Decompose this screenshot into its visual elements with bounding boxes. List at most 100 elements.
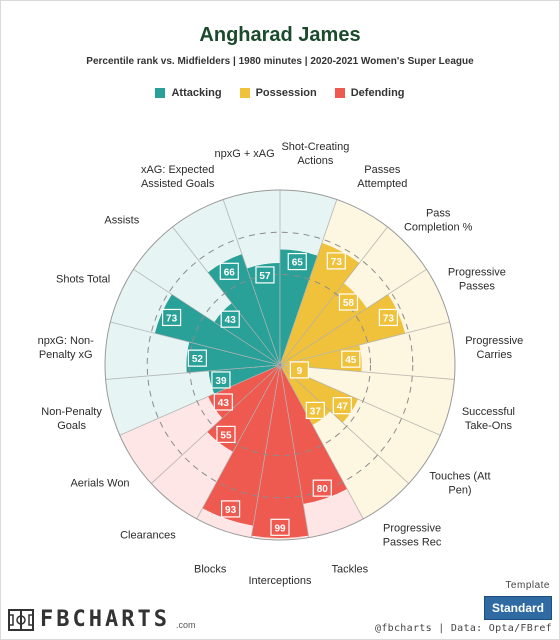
value-badge: 73 <box>161 308 182 327</box>
legend-swatch-defending <box>334 88 345 98</box>
value-badge-box <box>220 500 241 518</box>
category-label-line: Assists <box>104 214 139 226</box>
spoke <box>279 364 455 380</box>
value-badge: 9 <box>289 361 309 379</box>
value-badge: 93 <box>220 500 241 518</box>
category-label: Progressive Passes Rec <box>383 523 442 549</box>
category-label: Assists <box>104 214 139 226</box>
ring-outer <box>104 189 456 541</box>
value-badge: 66 <box>219 262 239 280</box>
value-badge: 47 <box>332 397 352 415</box>
category-label-line: Passes <box>364 164 401 176</box>
category-label: xAG: Expected Assisted Goals <box>141 164 215 190</box>
category-label: Aerials Won <box>70 478 129 490</box>
value-badge-box <box>378 308 399 327</box>
value-label: 37 <box>310 406 322 417</box>
value-label: 43 <box>218 398 230 409</box>
category-label-line: Carries <box>477 349 513 361</box>
value-badge: 55 <box>216 425 236 444</box>
value-badge-box <box>220 310 240 328</box>
legend-item-possession: Possession <box>239 87 317 99</box>
value-badge: 65 <box>287 252 307 271</box>
spoke <box>196 364 281 520</box>
category-label-line: Progressive <box>383 523 441 535</box>
spoke <box>279 199 338 366</box>
value-badge-box <box>326 252 346 270</box>
spoke <box>279 364 410 484</box>
category-labels: npxG + xAG Shot-Creating Actions Passes Atte… <box>38 141 524 587</box>
value-badge: 73 <box>378 308 399 327</box>
fbcharts-logo: FBCHARTS .com <box>8 607 195 632</box>
grid <box>104 189 456 541</box>
value-badge-box <box>287 252 307 271</box>
category-label: Progressive Passes <box>448 267 506 293</box>
value-badge-box <box>289 361 309 379</box>
legend: Attacking Possession Defending <box>0 87 560 99</box>
category-label: Non-Penalty Goals <box>41 406 102 432</box>
value-badge: 43 <box>220 310 240 328</box>
value-label: 39 <box>215 376 227 387</box>
value-labels: 57 65 73 58 73 45 9 47 37 80 99 93 55 43 39 52 73 43 66 <box>161 252 399 536</box>
category-label-line: Shots Total <box>56 274 110 286</box>
legend-swatch-attacking <box>155 88 166 98</box>
value-label: 99 <box>274 523 286 534</box>
value-badge-box <box>338 293 359 311</box>
category-label-line: Completion % <box>404 221 473 233</box>
value-badge: 73 <box>326 252 346 270</box>
category-label: Shots Total <box>56 274 110 286</box>
category-label-line: Pass <box>426 207 451 219</box>
category-label-line: xAG: Expected <box>141 164 214 176</box>
spoke <box>279 268 427 366</box>
spoke <box>279 226 388 366</box>
category-label-line: npxG + xAG <box>214 148 274 160</box>
value-label: 66 <box>224 267 236 278</box>
category-label: Touches (Att Pen) <box>429 471 490 497</box>
spoke <box>279 321 450 366</box>
value-label: 73 <box>383 313 395 324</box>
value-badge: 80 <box>312 479 332 497</box>
legend-item-attacking: Attacking <box>155 87 222 99</box>
value-label: 55 <box>220 430 232 441</box>
category-label-line: Take-Ons <box>465 420 513 432</box>
value-badge-box <box>211 371 231 389</box>
category-label: Progressive Carries <box>465 335 523 361</box>
spoke <box>250 364 281 538</box>
value-badge: 99 <box>270 518 290 536</box>
value-label: 80 <box>317 484 329 495</box>
value-badge: 37 <box>305 401 325 419</box>
value-badge: 45 <box>341 350 361 368</box>
value-badge-box <box>216 425 236 444</box>
template-label: Template <box>505 580 550 591</box>
spoke <box>105 364 281 380</box>
category-label: Tackles <box>331 563 368 575</box>
category-label: Interceptions <box>249 575 312 587</box>
category-label-line: Aerials Won <box>70 478 129 490</box>
value-label: 52 <box>192 354 204 365</box>
value-label: 93 <box>225 505 237 516</box>
ring-dashed <box>146 231 414 499</box>
value-badge: 43 <box>213 393 233 411</box>
legend-label-attacking: Attacking <box>171 87 222 99</box>
category-label-line: Passes <box>459 281 496 293</box>
category-label: npxG + xAG <box>214 148 274 160</box>
category-label: Clearances <box>120 530 176 542</box>
logo-suffix: .com <box>175 620 196 630</box>
value-badge: 39 <box>211 371 231 389</box>
value-badge-box <box>255 266 275 284</box>
data-credit: @fbcharts | Data: Opta/FBref <box>375 623 552 634</box>
spoke <box>222 199 281 366</box>
template-button[interactable]: Standard <box>484 596 552 620</box>
spoke <box>110 321 281 366</box>
legend-label-possession: Possession <box>255 87 317 99</box>
value-badge-box <box>187 349 208 367</box>
value-label: 47 <box>337 402 349 413</box>
category-label: Shot-Creating Actions <box>281 141 349 167</box>
value-badge: 58 <box>338 293 359 311</box>
category-label-line: Blocks <box>194 563 227 575</box>
legend-item-defending: Defending <box>334 87 405 99</box>
value-label: 65 <box>292 258 304 269</box>
value-badge-box <box>341 350 361 368</box>
category-label-line: Interceptions <box>249 575 312 587</box>
category-label: npxG: Non- Penalty xG <box>38 335 95 361</box>
